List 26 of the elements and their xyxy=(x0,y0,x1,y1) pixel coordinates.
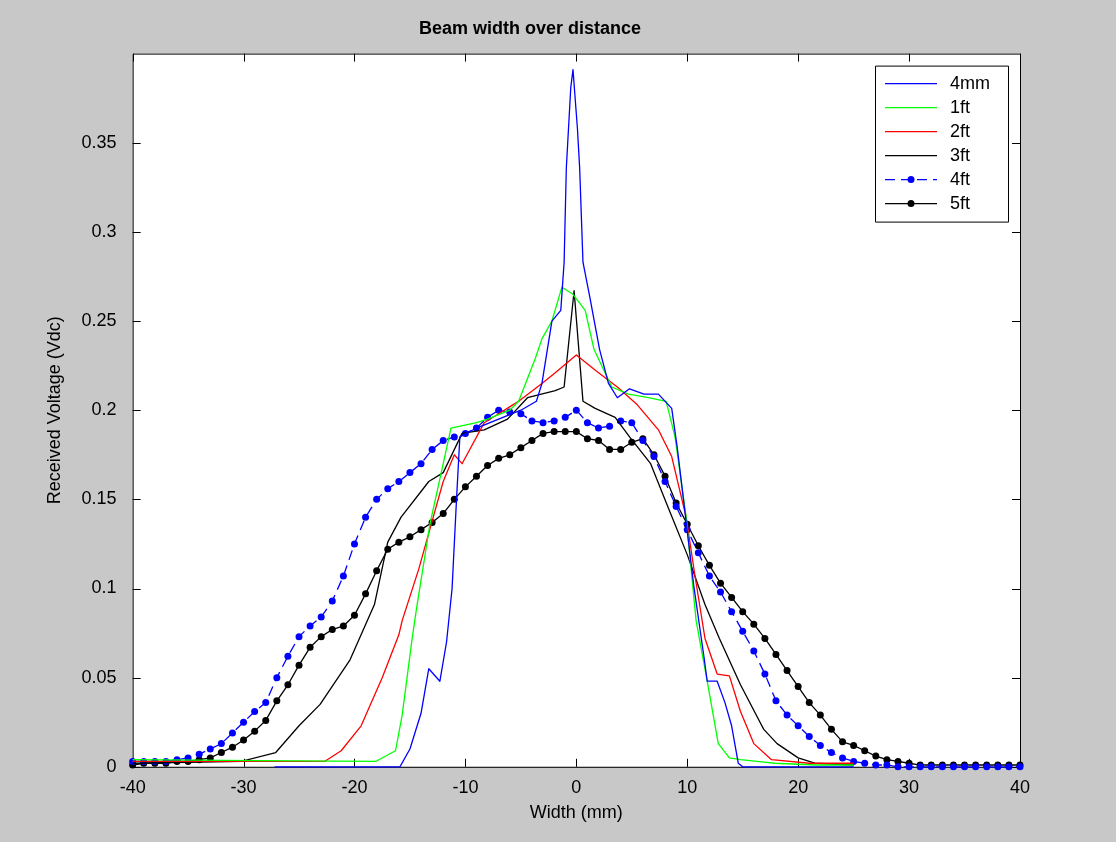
x-tick-label: 20 xyxy=(788,776,809,797)
y-axis-title: Received Voltage (Vdc) xyxy=(43,316,64,505)
y-tick-label: 0.15 xyxy=(81,488,117,509)
y-tick-label: 0.25 xyxy=(81,310,117,331)
legend-label: 4mm xyxy=(950,72,990,93)
x-tick-label: -30 xyxy=(230,776,257,797)
y-tick-label: 0.05 xyxy=(81,666,117,687)
x-axis-title: Width (mm) xyxy=(529,802,623,823)
y-tick-label: 0.1 xyxy=(91,577,117,598)
x-tick-label: -10 xyxy=(452,776,479,797)
y-tick-label: 0 xyxy=(106,755,117,776)
legend-label: 3ft xyxy=(950,144,971,165)
x-tick-label: -40 xyxy=(119,776,146,797)
y-tick-label: 0.2 xyxy=(91,399,117,420)
legend-label: 5ft xyxy=(950,192,971,213)
x-tick-label: 0 xyxy=(571,776,582,797)
legend-label: 2ft xyxy=(950,120,971,141)
x-tick-label: 40 xyxy=(1009,776,1031,797)
x-tick-label: -20 xyxy=(341,776,368,797)
legend-label: 1ft xyxy=(950,96,971,117)
legend-label: 4ft xyxy=(950,168,971,189)
chart-title: Beam width over distance xyxy=(418,17,642,38)
y-tick-label: 0.3 xyxy=(91,220,117,241)
x-tick-label: 10 xyxy=(677,776,698,797)
x-tick-label: 30 xyxy=(899,776,920,797)
y-tick-label: 0.35 xyxy=(81,131,117,152)
